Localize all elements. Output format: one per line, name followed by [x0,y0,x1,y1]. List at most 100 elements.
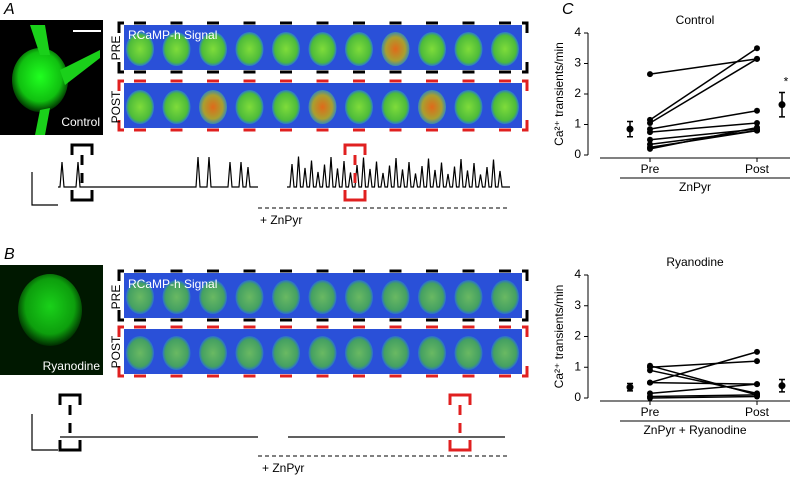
trace [287,156,510,188]
pair-line [649,395,758,399]
cell [235,336,264,370]
y-axis-label: Ca²⁺ transients/min [552,285,566,389]
pre-label: PRE [109,36,123,61]
pair-line [649,58,758,75]
significance: * [784,75,789,89]
bracket [117,325,529,378]
cell [381,32,410,66]
drug-label: + ZnPyr [260,213,302,227]
x-axis-label: ZnPyr + Ryanodine [643,423,746,437]
pair-point [647,129,653,136]
post-label: POST [109,90,123,123]
chart-title: Control [676,13,715,27]
cell [272,336,300,370]
pair-point [754,358,760,365]
bracket [117,269,529,322]
pair-line [649,58,758,124]
images: Control Ryanodine [0,20,103,375]
bracket [58,393,82,452]
cell [418,280,446,314]
x-tick-label: Post [745,162,770,176]
pair-point [754,45,760,52]
bracket [343,143,367,202]
pair-line [649,351,758,384]
pair-point [754,119,760,126]
pair-line [649,122,758,133]
y-tick-label: 0 [574,147,581,161]
cell [454,90,483,124]
cell [235,280,264,314]
strip-title: RCaMP-h Signal [128,277,217,291]
y-tick-label: 4 [574,25,581,39]
strip-title: RCaMP-h Signal [128,28,217,42]
cell [381,90,410,124]
cell [345,90,373,124]
mean-point [778,101,786,109]
pair-line [649,381,758,385]
y-tick-label: 1 [574,117,581,131]
pair-point [647,395,653,401]
pair-line [649,360,758,368]
cell [418,32,446,66]
cell [454,280,483,314]
pair-point [647,379,653,386]
pre-label: PRE [109,285,123,310]
x-axis-label: ZnPyr [679,180,711,194]
pair-point [754,393,760,400]
cell [381,336,410,370]
panel-label: A [3,1,15,18]
y-axis-label: Ca²⁺ transients/min [552,42,566,146]
panel-label: B [4,246,15,263]
cell [235,32,264,66]
post-label: POST [109,335,123,368]
panel-label: C [562,1,574,18]
pair-line [649,110,758,130]
y-tick-label: 2 [574,329,581,343]
pair-line [649,47,758,121]
x-tick-label: Pre [641,162,660,176]
cell [199,280,227,314]
pair-point [647,367,653,374]
mean-point [626,383,634,391]
pair-line [649,126,758,150]
cell [491,280,519,314]
cell [272,90,300,124]
cell [491,336,519,370]
neurite [30,25,100,135]
bracket [448,393,472,452]
cell [345,336,373,370]
cell [308,280,337,314]
scale [31,414,58,451]
pair-point [754,55,760,62]
cell [345,280,373,314]
trace [58,156,258,188]
cell [454,32,483,66]
bracket [117,21,529,74]
cell [235,90,264,124]
cell [308,90,337,124]
chart-title: Ryanodine [666,255,724,269]
cell [308,32,337,66]
cell [308,336,337,370]
y-tick-label: 4 [574,267,581,281]
pair-point [647,71,653,78]
cell [126,32,154,66]
pair-point [647,136,653,143]
pair-point [754,348,760,355]
pair-point [647,145,653,152]
y-tick-label: 1 [574,359,581,373]
cell [418,90,446,124]
bracket [70,143,94,202]
pair-point [754,381,760,388]
pair-line [649,369,758,395]
cell [199,32,227,66]
cell [18,274,82,346]
pair-point [647,119,653,126]
cell [491,90,519,124]
cell [345,32,373,66]
traces [31,143,510,452]
cell [381,280,410,314]
cell [418,336,446,370]
scale [31,172,58,206]
cell [126,90,154,124]
